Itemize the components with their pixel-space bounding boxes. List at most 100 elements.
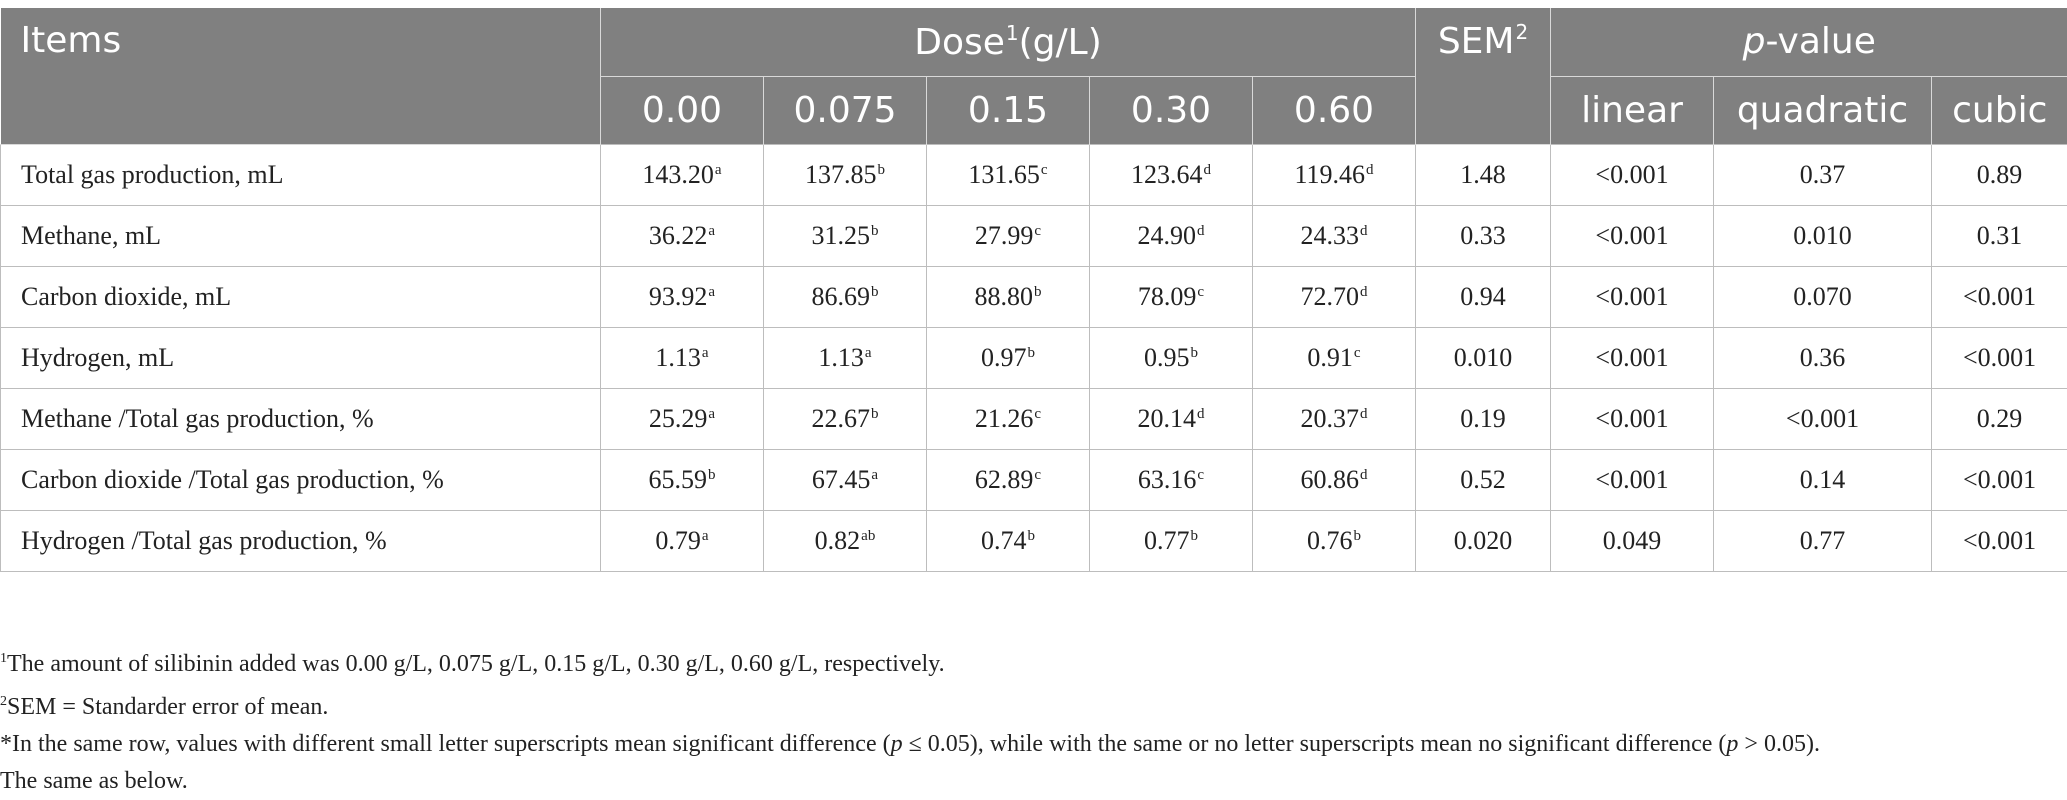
dose-value: 0.91 <box>1307 343 1353 372</box>
dose-value-cell: 1.13a <box>764 327 927 388</box>
dose-value-cell: 123.64d <box>1090 144 1253 205</box>
row-label: Total gas production, mL <box>1 144 601 205</box>
dose-value-cell: 62.89c <box>927 449 1090 510</box>
dose-value: 63.16 <box>1138 465 1197 494</box>
dose-value-cell: 63.16c <box>1090 449 1253 510</box>
cubic-pvalue: <0.001 <box>1932 266 2067 327</box>
dose-value: 24.33 <box>1301 221 1360 250</box>
significance-letter: b <box>1354 528 1362 544</box>
items-header: Items <box>1 8 601 144</box>
row-label: Methane, mL <box>1 205 601 266</box>
dose-value: 60.86 <box>1301 465 1360 494</box>
significance-letter: b <box>1191 528 1199 544</box>
row-label: Carbon dioxide /Total gas production, % <box>1 449 601 510</box>
significance-letter: b <box>1028 528 1036 544</box>
footnote-3-p2: p <box>1726 731 1738 757</box>
pvalue-header: p-value <box>1551 8 2067 76</box>
footnote-2: 2SEM = Standarder error of mean. <box>0 683 1820 726</box>
dose-col-header: 0.075 <box>764 76 927 144</box>
significance-letter: c <box>1041 162 1048 178</box>
footnote-3: *In the same row, values with different … <box>0 726 1820 763</box>
dose-value: 67.45 <box>812 465 871 494</box>
significance-letter: b <box>871 284 879 300</box>
cubic-pvalue: <0.001 <box>1932 510 2067 571</box>
significance-letter: a <box>708 284 715 300</box>
footnote-4: The same as below. <box>0 763 1820 800</box>
footnote-3-p1: p <box>891 731 903 757</box>
significance-letter: b <box>871 406 879 422</box>
dose-value: 131.65 <box>968 160 1040 189</box>
sem-value: 0.94 <box>1416 266 1551 327</box>
significance-letter: a <box>715 162 722 178</box>
significance-letter: b <box>871 223 879 239</box>
dose-col-header: 0.60 <box>1253 76 1416 144</box>
dose-header-sup: 1 <box>1006 21 1019 45</box>
significance-letter: d <box>1366 162 1374 178</box>
significance-letter: c <box>1034 223 1041 239</box>
dose-value-cell: 60.86d <box>1253 449 1416 510</box>
linear-pvalue: 0.049 <box>1551 510 1714 571</box>
footnote-2-text: SEM = Standarder error of mean. <box>7 694 328 720</box>
significance-letter: c <box>1034 467 1041 483</box>
row-label: Hydrogen /Total gas production, % <box>1 510 601 571</box>
significance-letter: a <box>865 345 872 361</box>
footnote-1-marker: 1 <box>0 651 7 666</box>
linear-pvalue: <0.001 <box>1551 388 1714 449</box>
dose-value: 119.46 <box>1294 160 1365 189</box>
significance-letter: a <box>708 406 715 422</box>
dose-value: 0.77 <box>1144 526 1190 555</box>
cubic-pvalue: 0.89 <box>1932 144 2067 205</box>
row-label: Carbon dioxide, mL <box>1 266 601 327</box>
dose-value: 88.80 <box>975 282 1034 311</box>
significance-letter: c <box>1354 345 1361 361</box>
quadratic-pvalue: 0.77 <box>1714 510 1932 571</box>
dose-value: 0.82 <box>815 526 861 555</box>
dose-value: 20.37 <box>1301 404 1360 433</box>
dose-value: 65.59 <box>649 465 708 494</box>
dose-value: 0.79 <box>655 526 701 555</box>
linear-pvalue: <0.001 <box>1551 449 1714 510</box>
sem-value: 0.010 <box>1416 327 1551 388</box>
dose-value-cell: 24.90d <box>1090 205 1253 266</box>
dose-header: Dose1(g/L) <box>601 8 1416 76</box>
dose-value-cell: 72.70d <box>1253 266 1416 327</box>
linear-pvalue: <0.001 <box>1551 205 1714 266</box>
footnote-2-marker: 2 <box>0 694 7 709</box>
significance-letter: b <box>1191 345 1199 361</box>
significance-letter: b <box>708 467 716 483</box>
quadratic-pvalue: 0.36 <box>1714 327 1932 388</box>
dose-value-cell: 0.77b <box>1090 510 1253 571</box>
pvalue-col-header: cubic <box>1932 76 2067 144</box>
dose-value-cell: 24.33d <box>1253 205 1416 266</box>
dose-value-cell: 20.14d <box>1090 388 1253 449</box>
significance-letter: b <box>1034 284 1042 300</box>
sem-value: 0.19 <box>1416 388 1551 449</box>
dose-value-cell: 137.85b <box>764 144 927 205</box>
dose-col-header: 0.30 <box>1090 76 1253 144</box>
dose-value-cell: 65.59b <box>601 449 764 510</box>
cubic-pvalue: 0.31 <box>1932 205 2067 266</box>
quadratic-pvalue: 0.37 <box>1714 144 1932 205</box>
pvalue-header-rest: -value <box>1766 21 1876 62</box>
dose-value: 72.70 <box>1301 282 1360 311</box>
cubic-pvalue: 0.29 <box>1932 388 2067 449</box>
quadratic-pvalue: 0.010 <box>1714 205 1932 266</box>
significance-letter: b <box>878 162 886 178</box>
significance-letter: ab <box>861 528 875 544</box>
dose-value-cell: 21.26c <box>927 388 1090 449</box>
table-row: Carbon dioxide /Total gas production, %6… <box>1 449 2067 510</box>
dose-value: 86.69 <box>812 282 871 311</box>
dose-value: 93.92 <box>649 282 708 311</box>
significance-letter: b <box>1028 345 1036 361</box>
footnote-3-part-b: ≤ 0.05), while with the same or no lette… <box>903 731 1727 757</box>
pvalue-col-header: quadratic <box>1714 76 1932 144</box>
significance-letter: d <box>1360 284 1368 300</box>
dose-value-cell: 119.46d <box>1253 144 1416 205</box>
dose-value: 36.22 <box>649 221 708 250</box>
dose-value-cell: 27.99c <box>927 205 1090 266</box>
